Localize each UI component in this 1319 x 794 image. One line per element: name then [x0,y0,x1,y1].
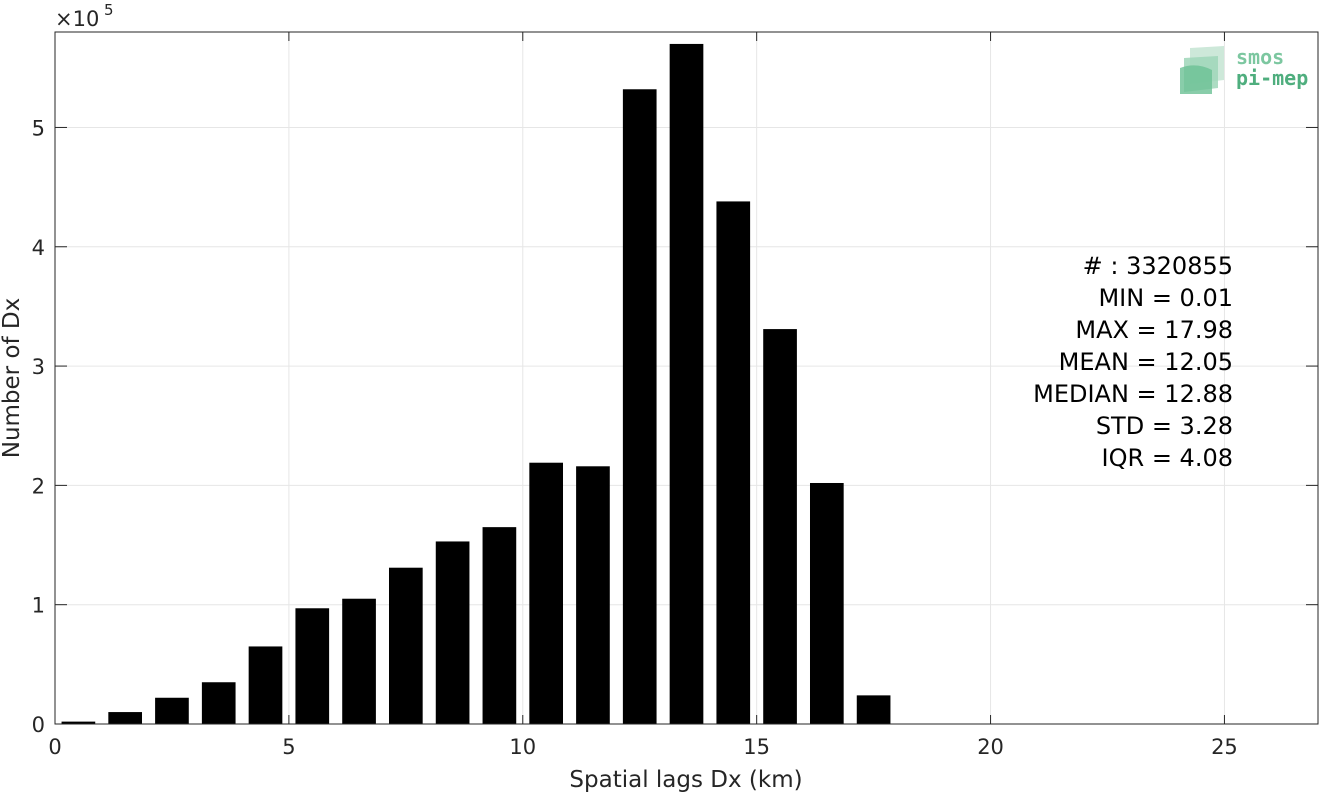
y-axis-label: Number of Dx [0,298,25,459]
y-tick-label: 0 [32,713,45,737]
x-tick-label: 15 [743,735,770,759]
histogram-bar [716,201,751,725]
smos-pi-mep-logo: smos pi-mep [1180,45,1308,94]
logo-mark-icon [1180,46,1224,94]
x-tick-label: 10 [509,735,536,759]
histogram-bar [669,43,704,725]
histogram-bar [108,712,143,724]
x-tick-label: 0 [48,735,61,759]
histogram-bar [622,89,657,724]
y-tick-label: 5 [32,116,45,140]
y-tick-label: 3 [32,355,45,379]
logo-text-pi-mep: pi-mep [1236,66,1308,90]
histogram-bar [248,646,283,724]
y-tick-label: 2 [32,474,45,498]
plot-frame [54,31,1319,725]
histogram-bar [342,598,376,724]
histogram-bar [201,682,236,724]
y-exponent-power: 5 [104,1,114,19]
x-tick-label: 25 [1211,735,1238,759]
stat-line: MAX = 17.98 [1075,316,1233,344]
stat-line: MEDIAN = 12.88 [1033,380,1233,408]
histogram-bar [295,608,330,724]
stats-box: # : 3320855 MIN = 0.01 MAX = 17.98 MEAN = 1… [1033,252,1233,472]
x-axis-ticks: 0 5 10 15 20 25 [48,32,1238,759]
histogram-bar [155,697,189,724]
histogram-bar [435,541,470,724]
y-exponent-base: ×10 [55,7,99,31]
bars [61,43,891,725]
histogram-bar [482,527,517,724]
histogram-bar [763,329,797,724]
stat-line: # : 3320855 [1083,252,1233,280]
histogram-bar [809,482,844,724]
y-tick-label: 4 [32,236,45,260]
x-tick-label: 5 [282,735,295,759]
histogram-bar [856,695,891,724]
x-axis-label: Spatial lags Dx (km) [569,767,802,793]
histogram-bar [529,462,564,724]
stat-line: MEAN = 12.05 [1059,348,1233,376]
histogram-bar [61,721,96,724]
histogram-bar [576,466,610,724]
logo-text-smos: smos [1236,45,1284,69]
stat-line: STD = 3.28 [1096,412,1233,440]
histogram-bar [388,567,423,724]
y-axis-ticks: 0 1 2 3 4 5 [32,116,1318,737]
x-tick-label: 20 [977,735,1004,759]
stat-line: MIN = 0.01 [1098,284,1233,312]
y-tick-label: 1 [32,594,45,618]
stat-line: IQR = 4.08 [1102,444,1233,472]
